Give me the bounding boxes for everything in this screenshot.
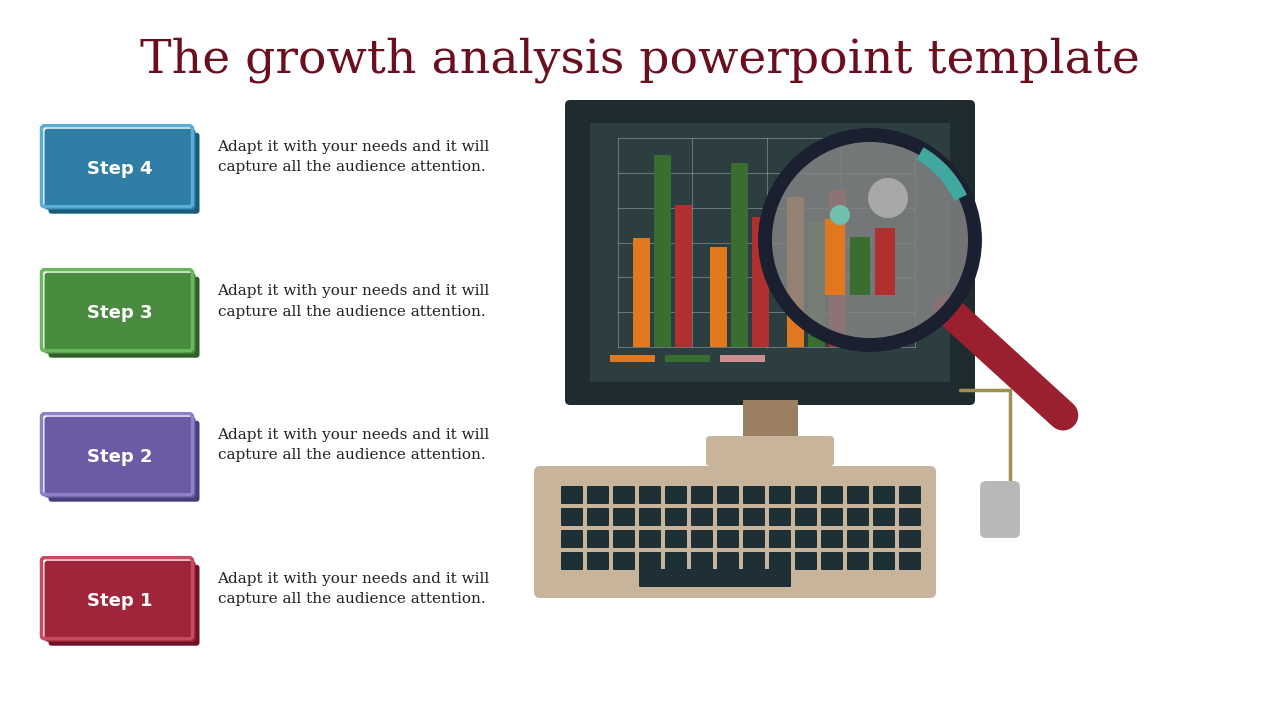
Text: Adapt it with your needs and it will
capture all the audience attention.: Adapt it with your needs and it will cap… bbox=[218, 428, 490, 462]
Text: Step 1: Step 1 bbox=[87, 592, 152, 610]
FancyBboxPatch shape bbox=[873, 530, 895, 548]
Text: The growth analysis powerpoint template: The growth analysis powerpoint template bbox=[140, 37, 1140, 83]
FancyBboxPatch shape bbox=[717, 530, 739, 548]
FancyBboxPatch shape bbox=[666, 552, 687, 570]
FancyBboxPatch shape bbox=[717, 552, 739, 570]
FancyBboxPatch shape bbox=[588, 552, 609, 570]
FancyBboxPatch shape bbox=[666, 486, 687, 504]
Bar bbox=[742, 400, 797, 440]
FancyBboxPatch shape bbox=[847, 486, 869, 504]
FancyBboxPatch shape bbox=[561, 530, 582, 548]
FancyBboxPatch shape bbox=[639, 552, 660, 570]
Text: Adapt it with your needs and it will
capture all the audience attention.: Adapt it with your needs and it will cap… bbox=[218, 572, 490, 606]
Text: Step 2: Step 2 bbox=[87, 448, 152, 467]
FancyBboxPatch shape bbox=[795, 486, 817, 504]
Bar bbox=[654, 155, 671, 347]
FancyBboxPatch shape bbox=[899, 530, 922, 548]
FancyBboxPatch shape bbox=[717, 508, 739, 526]
Bar bbox=[850, 236, 870, 295]
FancyBboxPatch shape bbox=[691, 508, 713, 526]
Circle shape bbox=[765, 135, 975, 345]
Text: Adapt it with your needs and it will
capture all the audience attention.: Adapt it with your needs and it will cap… bbox=[218, 140, 490, 174]
FancyBboxPatch shape bbox=[45, 273, 196, 354]
FancyBboxPatch shape bbox=[742, 552, 765, 570]
FancyBboxPatch shape bbox=[49, 276, 200, 358]
FancyBboxPatch shape bbox=[742, 508, 765, 526]
FancyBboxPatch shape bbox=[588, 486, 609, 504]
Bar bbox=[876, 228, 895, 295]
FancyBboxPatch shape bbox=[666, 508, 687, 526]
FancyBboxPatch shape bbox=[588, 530, 609, 548]
Text: Step 4: Step 4 bbox=[87, 161, 152, 179]
FancyBboxPatch shape bbox=[691, 486, 713, 504]
FancyBboxPatch shape bbox=[873, 552, 895, 570]
FancyBboxPatch shape bbox=[613, 530, 635, 548]
FancyBboxPatch shape bbox=[561, 508, 582, 526]
FancyBboxPatch shape bbox=[49, 420, 200, 502]
Circle shape bbox=[829, 205, 850, 225]
FancyBboxPatch shape bbox=[873, 508, 895, 526]
FancyBboxPatch shape bbox=[639, 486, 660, 504]
Text: Adapt it with your needs and it will
capture all the audience attention.: Adapt it with your needs and it will cap… bbox=[218, 284, 490, 318]
FancyBboxPatch shape bbox=[639, 569, 791, 587]
Bar bbox=[634, 238, 650, 347]
FancyBboxPatch shape bbox=[899, 508, 922, 526]
FancyBboxPatch shape bbox=[691, 552, 713, 570]
FancyBboxPatch shape bbox=[49, 564, 200, 646]
FancyBboxPatch shape bbox=[639, 530, 660, 548]
FancyBboxPatch shape bbox=[742, 530, 765, 548]
FancyBboxPatch shape bbox=[613, 486, 635, 504]
FancyBboxPatch shape bbox=[49, 132, 200, 214]
FancyBboxPatch shape bbox=[707, 436, 835, 466]
Bar bbox=[787, 197, 804, 347]
Bar bbox=[731, 163, 748, 347]
Bar bbox=[826, 218, 845, 295]
FancyBboxPatch shape bbox=[795, 508, 817, 526]
Bar bbox=[675, 205, 692, 347]
Bar bbox=[829, 190, 846, 347]
FancyBboxPatch shape bbox=[820, 508, 844, 526]
FancyBboxPatch shape bbox=[769, 530, 791, 548]
Bar bbox=[753, 217, 769, 347]
FancyBboxPatch shape bbox=[769, 486, 791, 504]
FancyBboxPatch shape bbox=[847, 508, 869, 526]
FancyBboxPatch shape bbox=[899, 552, 922, 570]
Bar bbox=[808, 222, 826, 347]
Bar bbox=[710, 247, 727, 347]
FancyBboxPatch shape bbox=[666, 530, 687, 548]
FancyBboxPatch shape bbox=[873, 486, 895, 504]
FancyBboxPatch shape bbox=[795, 530, 817, 548]
Text: Step 3: Step 3 bbox=[87, 304, 152, 323]
Bar bbox=[611, 355, 655, 362]
FancyBboxPatch shape bbox=[45, 129, 196, 210]
FancyBboxPatch shape bbox=[534, 466, 936, 598]
Wedge shape bbox=[916, 148, 966, 201]
FancyBboxPatch shape bbox=[45, 417, 196, 498]
FancyBboxPatch shape bbox=[613, 552, 635, 570]
FancyBboxPatch shape bbox=[795, 552, 817, 570]
FancyBboxPatch shape bbox=[820, 486, 844, 504]
FancyBboxPatch shape bbox=[847, 552, 869, 570]
FancyBboxPatch shape bbox=[847, 530, 869, 548]
FancyBboxPatch shape bbox=[45, 561, 196, 642]
FancyBboxPatch shape bbox=[742, 486, 765, 504]
FancyBboxPatch shape bbox=[980, 481, 1020, 538]
FancyBboxPatch shape bbox=[561, 552, 582, 570]
FancyBboxPatch shape bbox=[588, 508, 609, 526]
Circle shape bbox=[868, 178, 908, 218]
FancyBboxPatch shape bbox=[717, 486, 739, 504]
FancyBboxPatch shape bbox=[561, 486, 582, 504]
Bar bbox=[590, 123, 950, 382]
FancyBboxPatch shape bbox=[639, 508, 660, 526]
FancyBboxPatch shape bbox=[613, 508, 635, 526]
FancyBboxPatch shape bbox=[820, 552, 844, 570]
Bar bbox=[666, 355, 710, 362]
FancyBboxPatch shape bbox=[564, 100, 975, 405]
FancyBboxPatch shape bbox=[899, 486, 922, 504]
Bar bbox=[719, 355, 765, 362]
FancyBboxPatch shape bbox=[769, 508, 791, 526]
FancyBboxPatch shape bbox=[820, 530, 844, 548]
FancyBboxPatch shape bbox=[691, 530, 713, 548]
FancyBboxPatch shape bbox=[769, 552, 791, 570]
